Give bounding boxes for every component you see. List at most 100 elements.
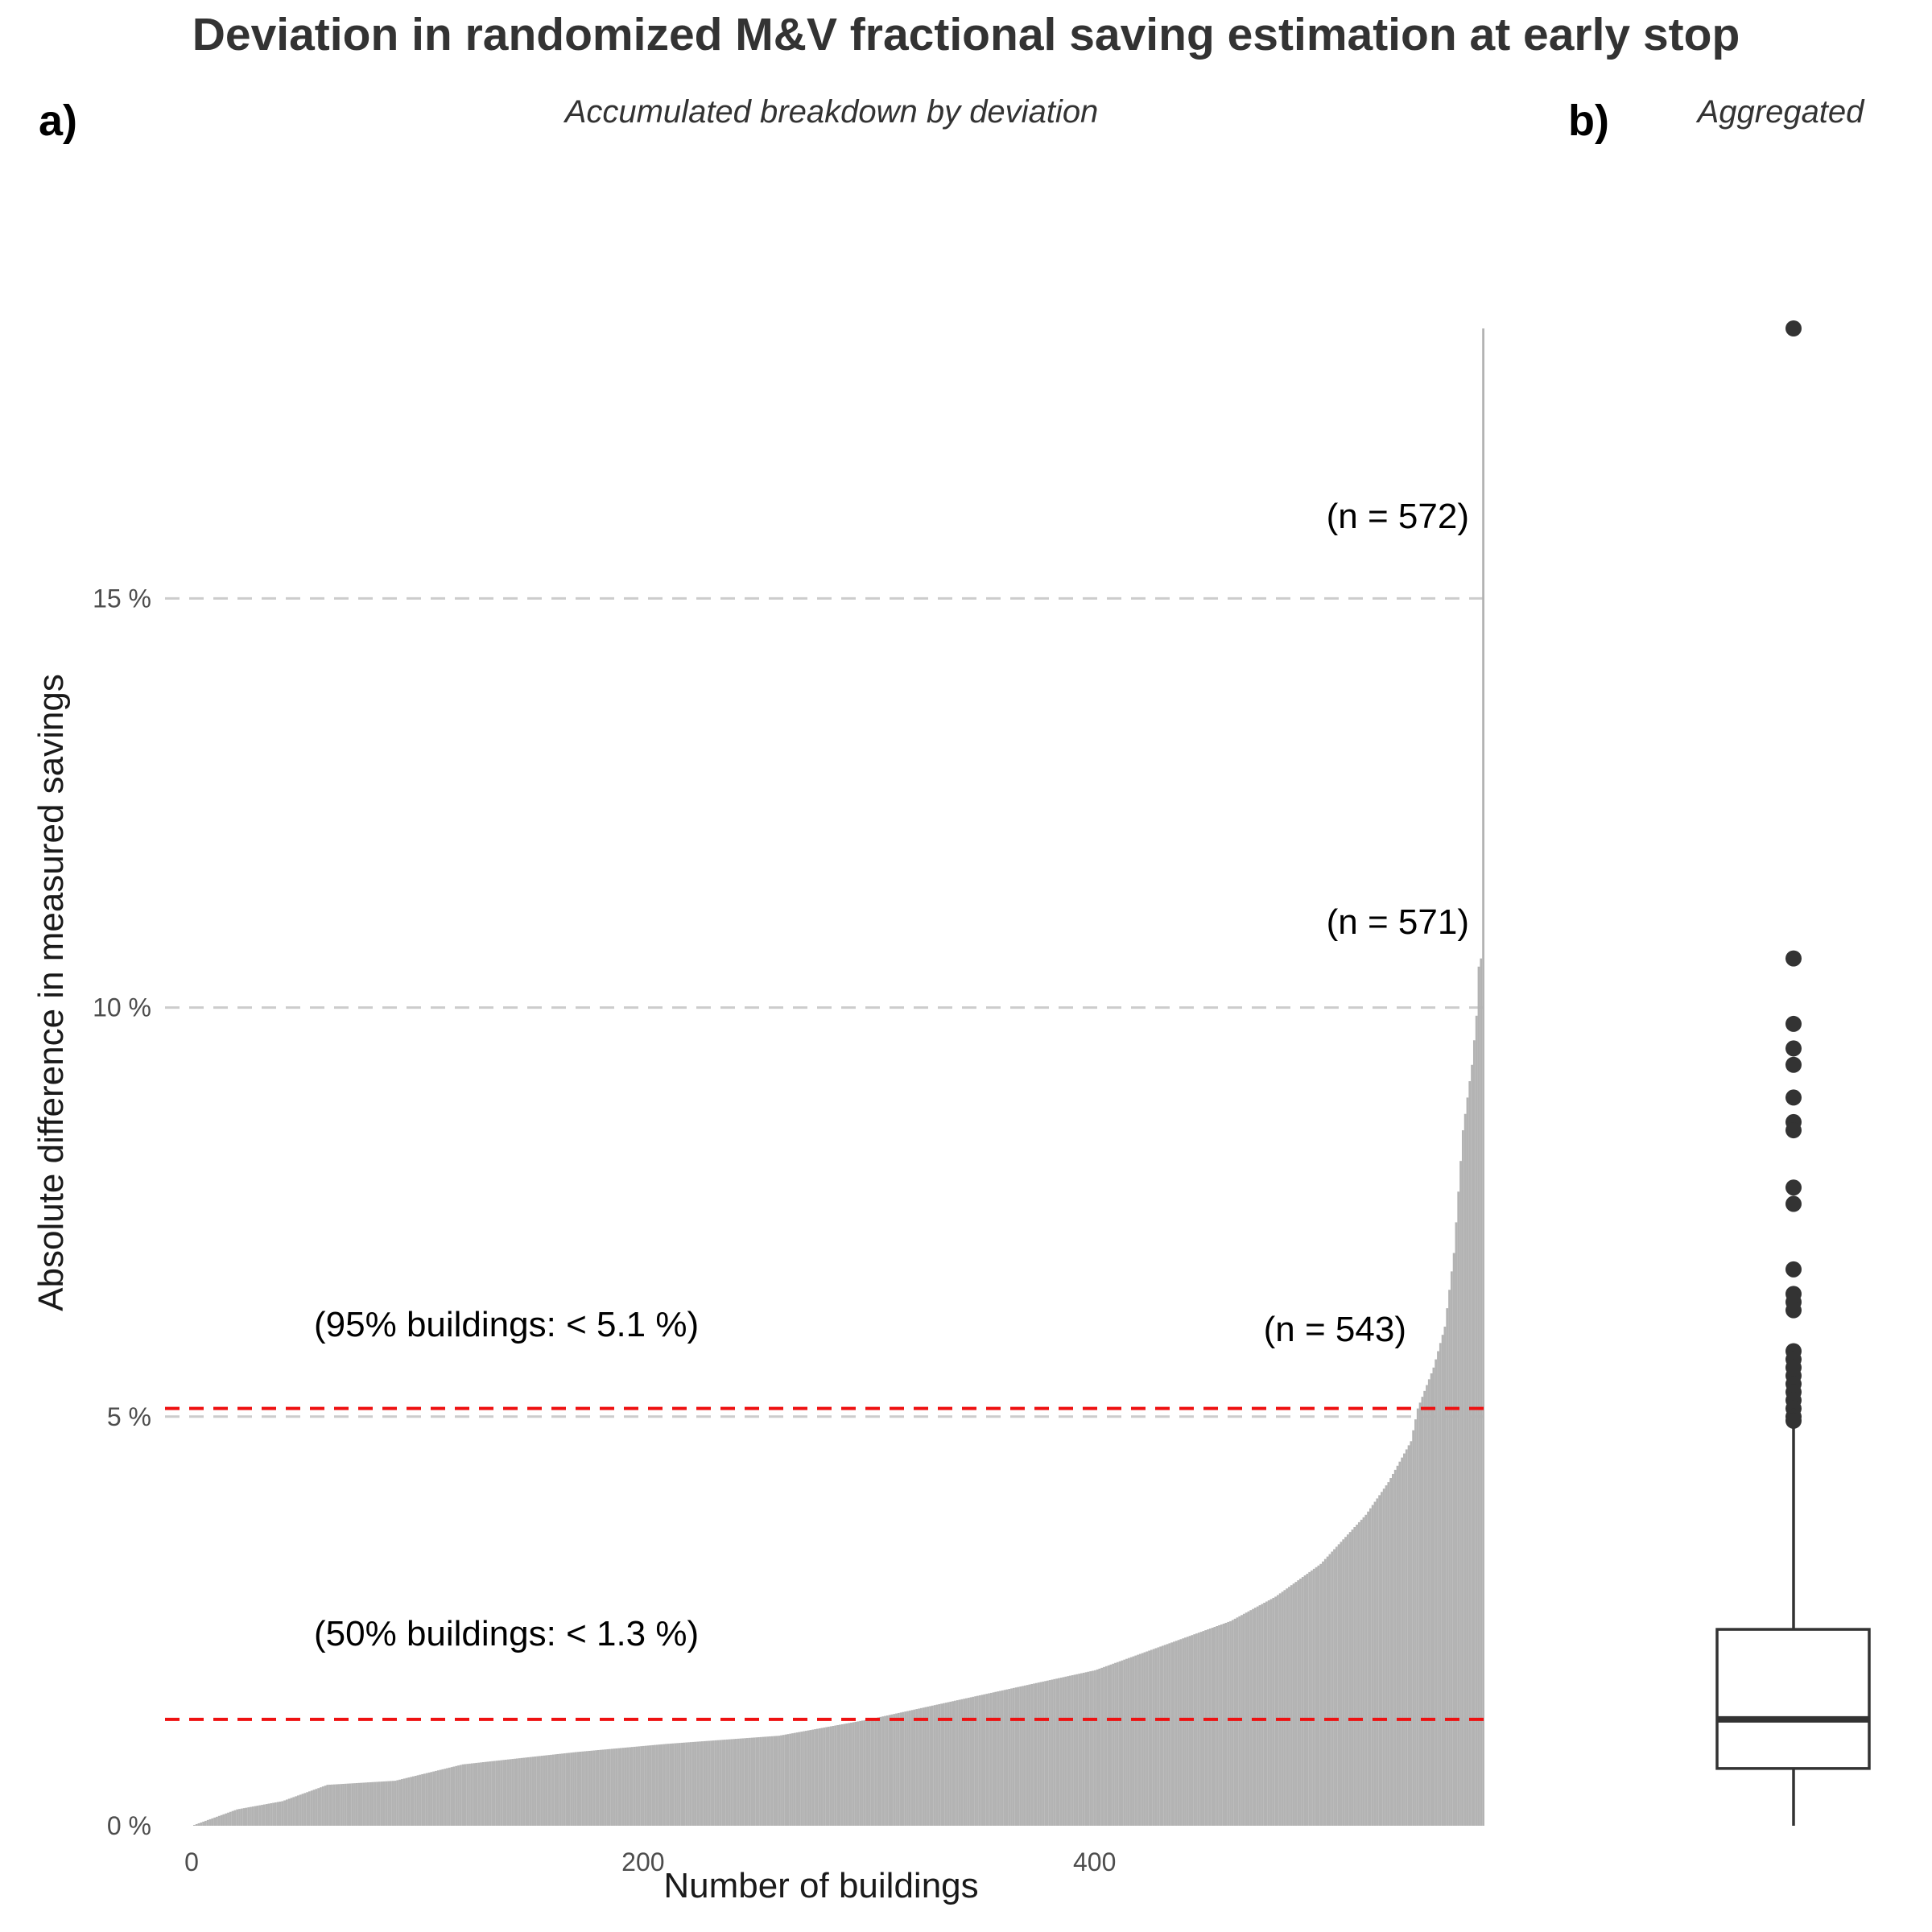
- bar: [687, 1742, 690, 1826]
- bar: [1033, 1683, 1035, 1826]
- y-tick-label: 0 %: [107, 1811, 151, 1840]
- bar: [1125, 1658, 1128, 1826]
- bar: [1463, 1113, 1467, 1826]
- bar: [840, 1724, 844, 1826]
- bar: [683, 1742, 686, 1826]
- annotation-95-percent: (95% buildings: < 5.1 %): [314, 1305, 699, 1344]
- bar: [638, 1746, 641, 1826]
- bar: [1288, 1587, 1290, 1826]
- bar: [306, 1792, 309, 1826]
- bar: [574, 1752, 577, 1826]
- bar: [874, 1718, 877, 1826]
- bar: [895, 1713, 898, 1826]
- bar: [1197, 1633, 1200, 1826]
- bar: [1308, 1571, 1311, 1826]
- bar: [1323, 1558, 1327, 1826]
- bar: [421, 1773, 424, 1826]
- bar: [516, 1758, 518, 1826]
- bar: [782, 1735, 785, 1826]
- bar: [1353, 1527, 1356, 1826]
- bar: [1342, 1539, 1345, 1826]
- bar: [1435, 1359, 1438, 1826]
- bar: [265, 1804, 268, 1826]
- chart-title: Deviation in randomized M&V fractional s…: [192, 9, 1740, 60]
- bar: [803, 1731, 805, 1826]
- bar: [769, 1736, 771, 1826]
- bar: [376, 1781, 378, 1826]
- bar: [1278, 1593, 1282, 1826]
- bar: [540, 1756, 543, 1826]
- bar: [795, 1732, 799, 1826]
- bar: [366, 1782, 369, 1826]
- bar: [836, 1724, 839, 1826]
- bar: [730, 1739, 733, 1826]
- bar: [1003, 1690, 1006, 1826]
- bar: [592, 1750, 596, 1826]
- bar: [929, 1706, 931, 1826]
- bar: [1195, 1633, 1198, 1826]
- bar: [1084, 1672, 1088, 1826]
- bar: [1163, 1645, 1166, 1826]
- bar: [1191, 1635, 1194, 1826]
- bar: [671, 1743, 675, 1826]
- bar: [374, 1781, 377, 1826]
- bar: [829, 1726, 832, 1826]
- bar: [1008, 1689, 1011, 1826]
- bar: [807, 1730, 810, 1826]
- bar: [825, 1727, 828, 1826]
- bar: [669, 1743, 672, 1826]
- bar: [495, 1761, 498, 1826]
- bar: [762, 1736, 765, 1826]
- bar: [1421, 1397, 1424, 1826]
- bar: [1220, 1624, 1223, 1826]
- bar: [694, 1741, 697, 1826]
- bar: [778, 1736, 781, 1826]
- bar: [357, 1782, 361, 1826]
- bar: [654, 1744, 656, 1826]
- bar: [1138, 1653, 1141, 1826]
- bar: [873, 1718, 875, 1826]
- bar: [441, 1769, 444, 1826]
- bar: [980, 1695, 984, 1826]
- bar: [407, 1777, 411, 1826]
- bar: [877, 1717, 880, 1826]
- bar: [527, 1757, 530, 1826]
- bar: [412, 1776, 415, 1826]
- bar: [565, 1752, 568, 1826]
- bar: [204, 1820, 207, 1826]
- bar: [435, 1770, 437, 1826]
- bar: [770, 1736, 774, 1826]
- bar: [1177, 1640, 1180, 1826]
- bar: [258, 1805, 262, 1826]
- bar: [1213, 1627, 1216, 1826]
- bar: [1301, 1577, 1304, 1826]
- bar: [1252, 1608, 1254, 1826]
- bar: [1267, 1600, 1270, 1826]
- bar: [400, 1779, 403, 1826]
- bar: [362, 1782, 365, 1826]
- bar: [416, 1775, 419, 1826]
- bar: [1030, 1683, 1034, 1826]
- bar: [1389, 1478, 1393, 1826]
- outlier-point: [1785, 1261, 1802, 1278]
- bar: [1118, 1661, 1121, 1826]
- bar: [514, 1758, 516, 1826]
- bar: [242, 1808, 246, 1826]
- boxplot: [1715, 320, 1871, 1826]
- bar: [1157, 1647, 1160, 1826]
- bar: [976, 1695, 979, 1826]
- bar: [1247, 1611, 1250, 1826]
- bar: [663, 1744, 666, 1826]
- bar: [570, 1752, 573, 1826]
- bar: [1078, 1674, 1081, 1826]
- bar: [1351, 1530, 1354, 1826]
- bar: [1107, 1665, 1110, 1826]
- bar: [1017, 1686, 1020, 1826]
- bar: [1410, 1441, 1413, 1826]
- bar: [870, 1719, 873, 1826]
- bar: [561, 1753, 564, 1826]
- bar-series: [193, 328, 1484, 1826]
- bar: [231, 1810, 234, 1826]
- bar: [902, 1711, 905, 1826]
- bar: [1227, 1621, 1230, 1826]
